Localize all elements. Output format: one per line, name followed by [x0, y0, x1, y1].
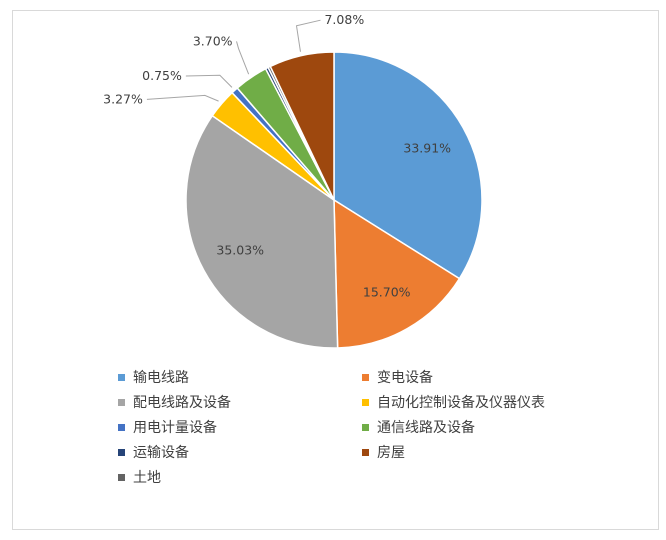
legend-swatch-0	[118, 373, 125, 381]
data-label-8: 7.08%	[324, 12, 364, 27]
legend-label-8: 房屋	[377, 445, 405, 461]
legend-item-8: 房屋	[362, 441, 606, 463]
legend-swatch-5	[362, 423, 369, 431]
legend-label-2: 配电线路及设备	[133, 395, 231, 411]
legend-item-0: 输电线路	[118, 366, 362, 388]
legend: 输电线路 变电设备配电线路及设备 自动化控制设备及仪器仪表用电计量设备 通信线路及设备…	[118, 366, 618, 488]
legend-item-2: 配电线路及设备	[118, 391, 362, 413]
legend-item-7: 土地	[118, 466, 362, 488]
legend-swatch-8	[362, 448, 369, 456]
legend-item-6: 运输设备	[118, 441, 362, 463]
data-label-3: 3.27%	[103, 91, 143, 106]
legend-label-0: 输电线路	[133, 370, 189, 386]
pie-slice-2	[185, 114, 339, 349]
legend-swatch-7	[118, 473, 125, 481]
legend-label-5: 通信线路及设备	[377, 420, 475, 436]
leader-line-8	[295, 19, 321, 52]
legend-item-5: 通信线路及设备	[362, 416, 606, 438]
legend-label-1: 变电设备	[377, 370, 433, 386]
data-label-0: 33.91%	[403, 140, 451, 155]
legend-swatch-2	[118, 398, 125, 406]
legend-label-4: 用电计量设备	[133, 420, 217, 436]
legend-label-7: 土地	[133, 470, 161, 486]
legend-swatch-4	[118, 423, 125, 431]
pie-slice-1	[333, 198, 461, 349]
leader-line-5	[236, 41, 250, 75]
data-label-1: 15.70%	[363, 285, 411, 300]
legend-item-1: 变电设备	[362, 366, 606, 388]
legend-item-3: 自动化控制设备及仪器仪表	[362, 391, 606, 413]
leader-line-3	[146, 94, 219, 102]
leader-line-4	[185, 74, 233, 88]
pie-slice-8	[269, 51, 335, 201]
legend-item-4: 用电计量设备	[118, 416, 362, 438]
data-label-5: 3.70%	[193, 33, 233, 48]
data-label-4: 0.75%	[142, 68, 182, 83]
legend-swatch-1	[362, 373, 369, 381]
legend-label-6: 运输设备	[133, 445, 189, 461]
legend-swatch-6	[118, 448, 125, 456]
legend-swatch-3	[362, 398, 369, 406]
data-label-2: 35.03%	[216, 243, 264, 258]
legend-label-3: 自动化控制设备及仪器仪表	[377, 395, 545, 411]
pie-slice-0	[333, 51, 483, 280]
